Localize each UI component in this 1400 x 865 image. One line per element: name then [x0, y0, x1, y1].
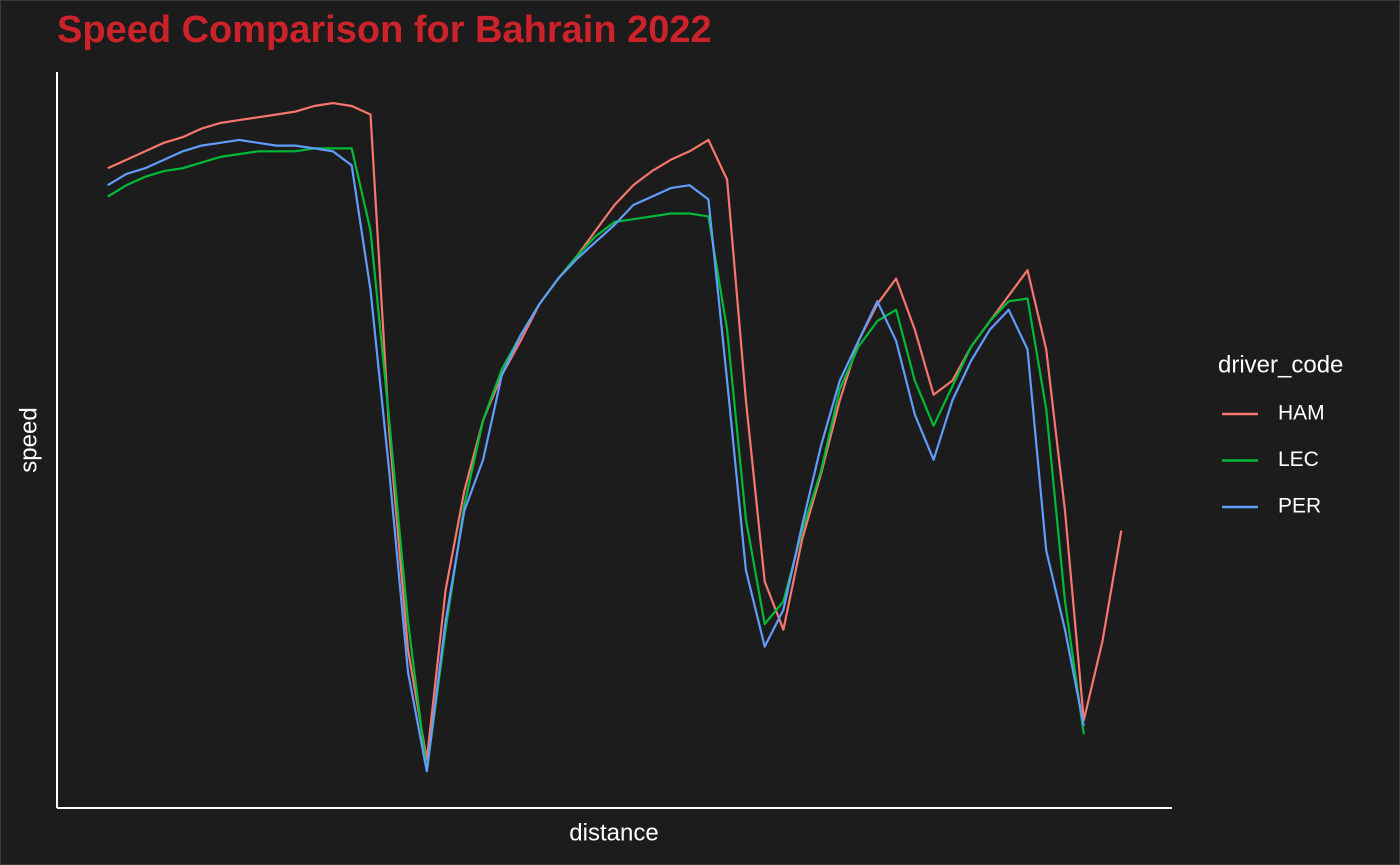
y-axis-label: speed [15, 407, 42, 472]
legend-label: LEC [1278, 448, 1319, 471]
legend-title: driver_code [1218, 351, 1343, 378]
legend-label: HAM [1278, 402, 1325, 425]
chart-title: Speed Comparison for Bahrain 2022 [57, 9, 712, 51]
series-line [107, 147, 1085, 773]
x-axis-label: distance [569, 819, 658, 846]
series-line [107, 102, 1123, 761]
series-line [107, 138, 1085, 773]
legend-label: PER [1278, 495, 1321, 518]
